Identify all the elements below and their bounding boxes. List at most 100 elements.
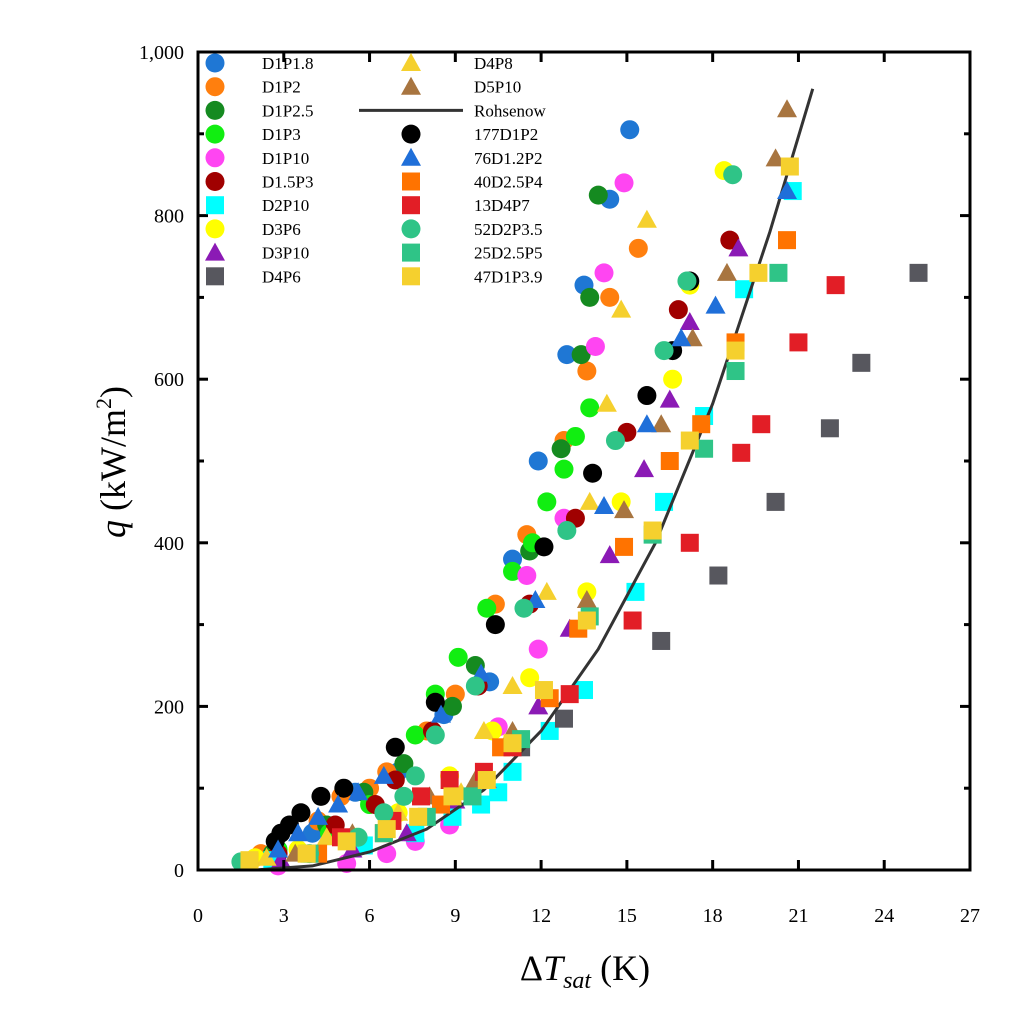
- legend-marker: [401, 219, 421, 239]
- legend-marker: [402, 243, 420, 262]
- data-point: [585, 336, 605, 356]
- legend-label: D1P1.8: [262, 54, 313, 73]
- x-tick-label: 21: [788, 905, 808, 927]
- data-point: [614, 173, 634, 193]
- data-point: [240, 851, 259, 870]
- data-point: [503, 561, 523, 581]
- x-tick-label: 24: [874, 905, 894, 927]
- data-point: [778, 231, 797, 250]
- data-point: [615, 537, 634, 556]
- data-point: [442, 696, 462, 716]
- data-point: [554, 459, 574, 479]
- data-point: [594, 263, 614, 283]
- legend-item-rohsenow: Rohsenow: [359, 101, 547, 120]
- data-point: [732, 443, 751, 462]
- data-point: [537, 492, 557, 512]
- x-axis-title-var: T: [543, 948, 566, 988]
- data-point: [634, 459, 655, 478]
- legend-marker: [401, 76, 421, 95]
- data-point: [637, 386, 657, 406]
- legend-label: D1P2: [262, 78, 301, 97]
- y-axis-title-var: q: [93, 520, 133, 538]
- legend-marker: [401, 53, 421, 71]
- data-point: [377, 844, 397, 864]
- legend-label: 40D2.5P4: [474, 173, 543, 192]
- series-25d2-5p5: [300, 263, 788, 863]
- legend-marker: [402, 267, 420, 286]
- data-point: [431, 704, 452, 723]
- data-point: [560, 685, 579, 704]
- data-point: [909, 263, 928, 282]
- data-point: [514, 598, 534, 618]
- series-d5p10: [285, 99, 798, 862]
- legend-marker: [401, 124, 421, 144]
- data-point: [288, 823, 309, 842]
- legend-label: Rohsenow: [474, 101, 547, 120]
- legend-label: D4P8: [474, 54, 513, 73]
- legend-item-76d1-2p2: 76D1.2P2: [401, 147, 542, 168]
- legend-marker: [205, 77, 225, 97]
- data-point: [749, 263, 768, 282]
- legend-item-d5p10: D5P10: [401, 76, 521, 97]
- data-point: [614, 500, 635, 519]
- data-point: [557, 521, 577, 541]
- data-point: [769, 263, 788, 282]
- series-d1p2-5: [262, 185, 608, 864]
- x-tick-label: 6: [365, 905, 375, 927]
- data-point: [580, 287, 600, 307]
- data-point: [316, 827, 337, 846]
- data-point: [571, 345, 591, 365]
- y-tick-label: 0: [174, 860, 184, 882]
- legend-marker: [205, 172, 225, 191]
- data-point: [409, 807, 428, 826]
- legend-label: D4P6: [262, 267, 301, 286]
- data-point: [485, 615, 505, 635]
- data-point: [394, 754, 414, 774]
- data-point: [680, 431, 699, 450]
- legend-item-40d2-5p4: 40D2.5P4: [402, 172, 543, 192]
- data-point: [565, 426, 585, 446]
- x-axis-title-unit: (K): [591, 948, 650, 988]
- legend-label: 76D1.2P2: [474, 149, 542, 168]
- legend: D1P1.8 D1P2 D1P2.5 D1P3 D1P10 D1.5P3 D2P10 D3P6…: [205, 53, 547, 286]
- y-axis-title-close: ): [93, 386, 133, 398]
- y-tick-label: 200: [154, 696, 184, 718]
- data-point: [660, 452, 679, 470]
- data-point: [577, 611, 596, 630]
- series-52d2p3-5: [231, 165, 743, 872]
- data-point: [528, 451, 548, 471]
- x-tick-label: 27: [960, 905, 980, 927]
- y-tick-label: 400: [154, 533, 184, 555]
- data-point: [654, 341, 674, 361]
- data-point: [448, 647, 468, 667]
- data-point: [677, 271, 697, 291]
- legend-marker: [205, 242, 225, 261]
- y-axis-title-sup: 2: [91, 398, 116, 409]
- data-point: [628, 238, 648, 258]
- x-tick-label: 12: [531, 905, 551, 927]
- data-point: [652, 631, 671, 650]
- legend-marker: [205, 124, 225, 144]
- y-axis-ticks: 0 200 400 600 800 1,000: [139, 42, 970, 882]
- data-point: [579, 491, 600, 510]
- legend-label: D3P6: [262, 220, 301, 239]
- data-point: [636, 209, 657, 228]
- data-point: [473, 720, 494, 739]
- legend-item-d1p2: D1P2: [205, 77, 301, 97]
- data-point: [671, 328, 692, 347]
- legend-label: 52D2P3.5: [474, 220, 542, 239]
- rohsenow-curve: [255, 88, 815, 872]
- legend-item-52d2p3-5: 52D2P3.5: [401, 219, 542, 239]
- legend-item-d1p1-8: D1P1.8: [205, 53, 313, 73]
- data-point: [655, 492, 674, 511]
- data-point: [337, 832, 356, 851]
- data-point: [557, 345, 577, 365]
- data-point: [826, 276, 845, 295]
- data-point: [709, 566, 728, 585]
- legend-label: D1P3: [262, 125, 301, 144]
- legend-label: 25D2.5P5: [474, 244, 542, 263]
- data-point: [679, 311, 700, 330]
- legend-label: 13D4P7: [474, 196, 530, 215]
- data-point: [373, 765, 394, 784]
